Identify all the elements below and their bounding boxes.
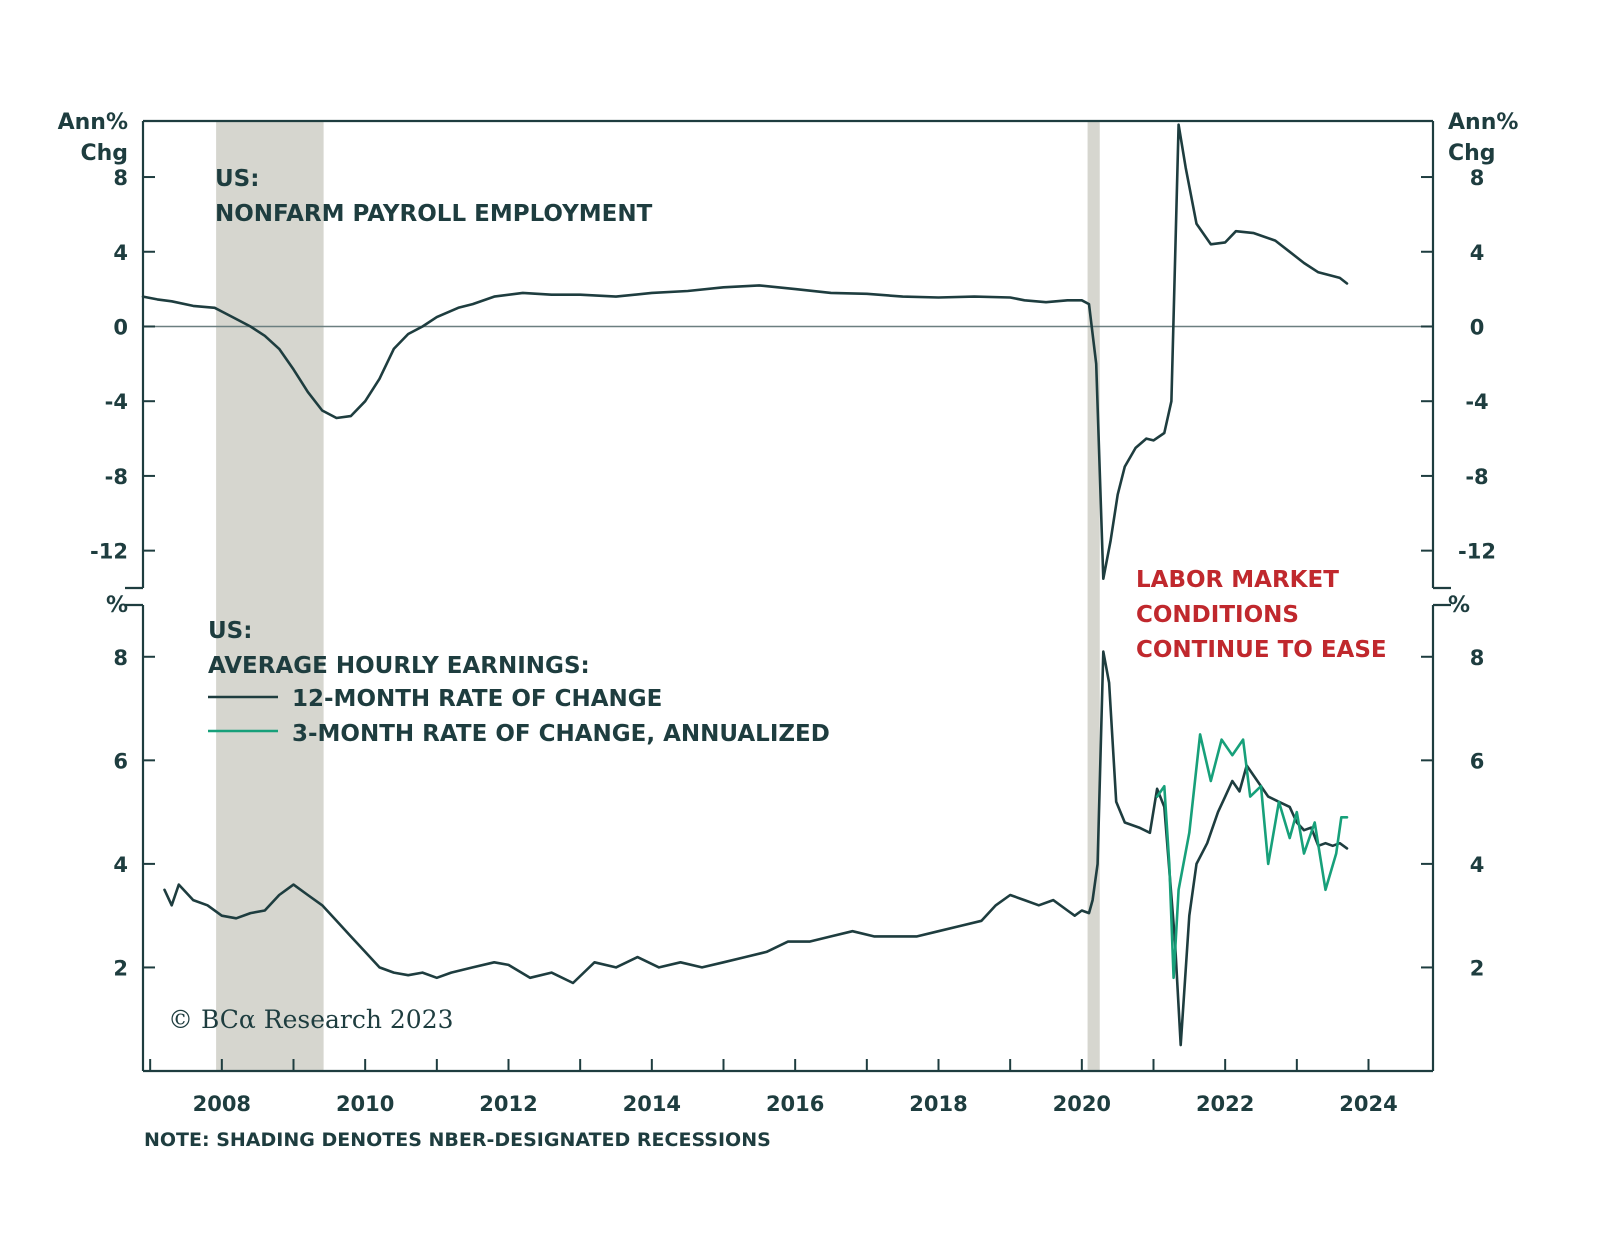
- x-label-2016: 2016: [766, 1092, 824, 1116]
- bottom-left-unit: %: [106, 593, 128, 618]
- recession-band-0: [216, 121, 324, 1071]
- series-lines: [141, 123, 1349, 1047]
- bottom-panel-title-line2: AVERAGE HOURLY EARNINGS:: [208, 653, 590, 679]
- bottom-left-label-8: 8: [113, 646, 128, 670]
- series-line-earnings-12-month: [163, 650, 1349, 1047]
- bottom-right-label-8: 8: [1470, 646, 1485, 670]
- top-right-label-0: 0: [1470, 315, 1485, 339]
- series-line-payrolls: [141, 123, 1349, 580]
- top-panel-title-line2: NONFARM PAYROLL EMPLOYMENT: [215, 201, 653, 227]
- bottom-right-label-6: 6: [1470, 749, 1485, 773]
- top-panel-title-line1: US:: [215, 166, 259, 192]
- legend-label-12-month: 12-MONTH RATE OF CHANGE: [292, 686, 662, 712]
- x-label-2020: 2020: [1053, 1092, 1111, 1116]
- series-line-earnings-3-month: [1155, 733, 1349, 980]
- top-right-label--12: -12: [1458, 540, 1496, 564]
- x-label-2022: 2022: [1196, 1092, 1254, 1116]
- annotation-line2: CONDITIONS: [1136, 602, 1299, 628]
- top-left-label--12: -12: [90, 540, 128, 564]
- x-label-2012: 2012: [479, 1092, 537, 1116]
- bottom-left-label-4: 4: [113, 853, 128, 877]
- bottom-right-label-4: 4: [1470, 853, 1485, 877]
- recession-shading: [216, 121, 1100, 1071]
- top-left-label--4: -4: [105, 390, 128, 414]
- top-right-unit-line1: Ann%: [1448, 110, 1518, 135]
- x-label-2024: 2024: [1339, 1092, 1397, 1116]
- x-label-2010: 2010: [336, 1092, 394, 1116]
- legend-label-3-month: 3-MONTH RATE OF CHANGE, ANNUALIZED: [292, 721, 830, 747]
- bottom-right-unit: %: [1448, 593, 1470, 618]
- bottom-panel-title-line1: US:: [208, 618, 252, 644]
- top-left-label--8: -8: [105, 465, 128, 489]
- axis-ticks: 8 8 4 4 0 0 -4 -4 -8 -8 -12 -12 8 8 6 6 4 4 2 2 2008 2010 2012…: [90, 166, 1496, 1116]
- bottom-left-label-6: 6: [113, 749, 128, 773]
- top-left-label-0: 0: [113, 315, 128, 339]
- x-label-2018: 2018: [909, 1092, 967, 1116]
- top-left-label-4: 4: [113, 241, 128, 265]
- top-right-label--8: -8: [1465, 465, 1488, 489]
- x-label-2014: 2014: [623, 1092, 681, 1116]
- top-right-label-4: 4: [1470, 241, 1485, 265]
- top-left-unit-line2: Chg: [80, 141, 128, 166]
- annotation-line1: LABOR MARKET: [1136, 567, 1339, 593]
- top-left-label-8: 8: [113, 166, 128, 190]
- copyright-text: © BCα Research 2023: [168, 1005, 454, 1034]
- top-left-unit-line1: Ann%: [58, 110, 128, 135]
- bottom-right-label-2: 2: [1470, 956, 1485, 980]
- top-right-unit-line2: Chg: [1448, 141, 1496, 166]
- recession-band-1: [1087, 121, 1100, 1071]
- footnote: NOTE: SHADING DENOTES NBER-DESIGNATED RE…: [144, 1129, 771, 1151]
- top-right-label--4: -4: [1465, 390, 1488, 414]
- chart-frame: [125, 119, 1451, 1073]
- annotation-line3: CONTINUE TO EASE: [1136, 637, 1387, 663]
- top-right-label-8: 8: [1470, 166, 1485, 190]
- x-label-2008: 2008: [193, 1092, 251, 1116]
- bottom-left-label-2: 2: [113, 956, 128, 980]
